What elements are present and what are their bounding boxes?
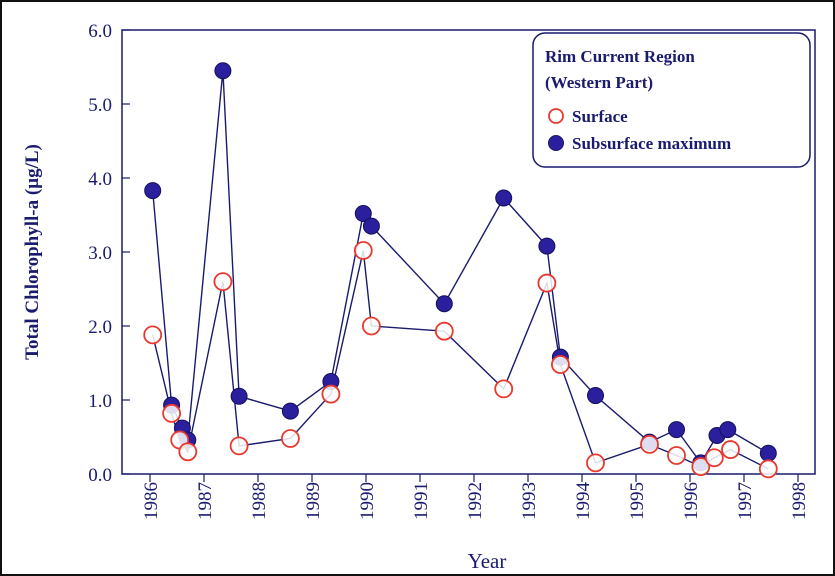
subsurface-point — [668, 421, 685, 439]
legend-marker-subsurface — [548, 135, 564, 151]
x-tick-label: 1987 — [195, 482, 216, 520]
surface-point — [229, 436, 249, 456]
x-tick-label: 1998 — [789, 482, 810, 520]
y-axis-label: Total Chlorophyll-a (µg/L) — [22, 144, 43, 360]
series-points — [143, 62, 778, 479]
surface-point — [321, 384, 341, 404]
x-tick-label: 1990 — [357, 482, 378, 520]
subsurface-point — [144, 182, 162, 200]
subsurface-point — [214, 62, 232, 80]
surface-point — [640, 434, 659, 454]
y-tick-label: 4.0 — [88, 169, 112, 190]
y-tick-label: 6.0 — [88, 21, 112, 42]
x-tick-label: 1992 — [465, 482, 486, 520]
x-tick-label: 1991 — [411, 482, 432, 520]
legend-label-surface: Surface — [572, 107, 628, 126]
surface-point — [162, 403, 182, 423]
surface-point — [704, 448, 724, 468]
surface-point — [758, 459, 778, 479]
x-axis-label: Year — [468, 549, 507, 573]
surface-point — [434, 321, 454, 341]
subsurface-point — [719, 421, 737, 439]
subsurface-point — [495, 189, 513, 207]
subsurface-point — [759, 444, 777, 462]
surface-point — [361, 316, 381, 336]
surface-point — [143, 325, 163, 345]
y-axis-ticks: 0.0 1.0 2.0 3.0 4.0 5.0 6.0 — [88, 21, 130, 486]
surface-point — [691, 457, 711, 477]
y-tick-label: 2.0 — [88, 317, 112, 338]
x-tick-label: 1996 — [681, 482, 702, 520]
x-tick-label: 1997 — [735, 482, 756, 520]
x-tick-label: 1995 — [627, 482, 648, 520]
legend-subtitle: (Western Part) — [545, 73, 653, 92]
surface-point — [667, 446, 686, 465]
legend: Rim Current Region (Western Part) Surfac… — [532, 32, 811, 168]
surface-point — [721, 440, 740, 459]
y-tick-label: 5.0 — [88, 95, 112, 116]
x-tick-label: 1988 — [249, 482, 270, 520]
x-tick-label: 1989 — [303, 482, 324, 520]
legend-title: Rim Current Region — [545, 47, 695, 66]
y-tick-label: 3.0 — [88, 243, 112, 264]
surface-point — [551, 355, 570, 374]
surface-point — [586, 453, 605, 473]
surface-point — [537, 273, 557, 293]
surface-point — [213, 272, 233, 292]
x-tick-label: 1986 — [141, 482, 162, 520]
surface-point — [280, 429, 300, 448]
surface-point — [353, 241, 373, 260]
subsurface-point — [230, 387, 248, 405]
subsurface-point — [354, 205, 372, 223]
y-tick-label: 0.0 — [88, 465, 112, 486]
legend-label-subsurface: Subsurface maximum — [572, 134, 731, 153]
subsurface-point — [435, 295, 453, 313]
x-tick-label: 1994 — [573, 482, 594, 521]
y-tick-label: 1.0 — [88, 391, 112, 412]
subsurface-point — [538, 237, 556, 255]
surface-point — [178, 442, 198, 462]
x-tick-label: 1993 — [519, 482, 540, 520]
surface-point — [494, 379, 514, 399]
legend-box — [532, 32, 811, 168]
legend-marker-surface — [548, 108, 564, 124]
subsurface-point — [281, 402, 299, 420]
subsurface-point — [587, 387, 604, 405]
x-axis-ticks: 1986 1987 1988 1989 1990 1991 1992 1993 1994 1995… — [141, 474, 810, 520]
subsurface-point — [362, 217, 380, 235]
